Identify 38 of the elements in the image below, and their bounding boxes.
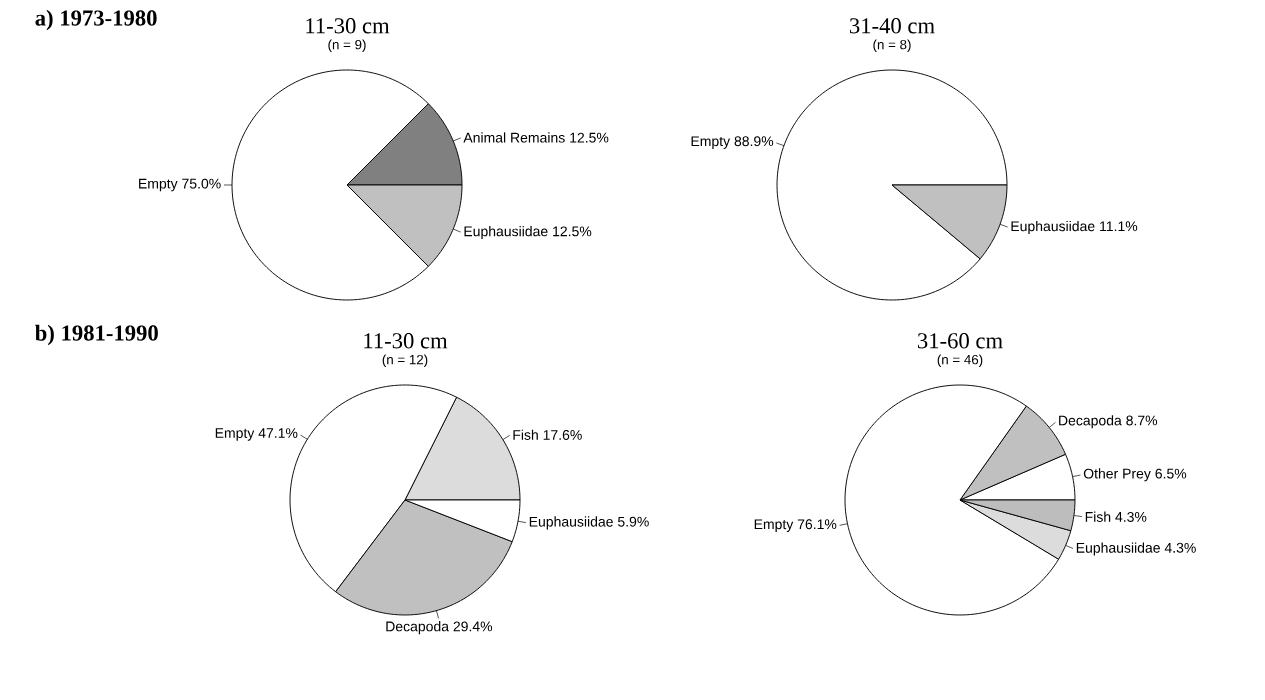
- chart-subtitle: (n = 12): [382, 354, 428, 367]
- slice-label: Euphausiidae: [464, 226, 548, 240]
- chart-subtitle: (n = 9): [328, 39, 366, 52]
- data-label: 11.1%: [1100, 221, 1138, 232]
- slice-label: Decapoda: [386, 621, 450, 635]
- chart-title: 31-60 cm: [917, 333, 1003, 349]
- data-label: 4.3%: [1164, 542, 1196, 553]
- data-label: 5.9%: [617, 516, 649, 527]
- data-label: 88.9%: [734, 136, 774, 147]
- slice-label: Empty: [691, 136, 731, 149]
- slice-label: Empty: [754, 519, 794, 532]
- data-label: 76.1%: [797, 519, 837, 530]
- data-label: 29.4%: [453, 621, 493, 632]
- data-label: 17.6%: [543, 430, 582, 440]
- text: a) 1973-1980: [35, 9, 157, 31]
- chart-title: 11-30 cm: [306, 18, 390, 34]
- slice-label: Euphausiidae: [529, 516, 613, 530]
- slice-label: Euphausiidae: [1076, 542, 1160, 556]
- text: b) 1981-1990: [35, 324, 158, 346]
- data-label: 12.5%: [570, 132, 609, 143]
- data-label: 12.5%: [553, 226, 592, 237]
- chart-subtitle: (n = 8): [873, 39, 911, 52]
- chart-title: 31-40 cm: [849, 18, 935, 34]
- data-label: 75.0%: [182, 178, 221, 189]
- slice-label: Empty: [139, 178, 178, 192]
- data-label: 6.5%: [1155, 468, 1187, 479]
- slice-label: Decapoda: [1059, 415, 1122, 429]
- slice-label: Euphausiidae: [1011, 220, 1095, 234]
- slice-label: Animal Remains: [463, 132, 565, 143]
- chart-title: 11-30 cm: [364, 333, 448, 349]
- slice-label: Fish: [1085, 511, 1111, 522]
- slice-label: Empty: [215, 428, 255, 441]
- chart-subtitle: (n = 46): [937, 354, 983, 367]
- slice-label: Fish: [513, 429, 538, 440]
- slice-label: Other Prey: [1083, 468, 1151, 482]
- data-label: 8.7%: [1126, 415, 1158, 426]
- data-label: 4.3%: [1115, 511, 1147, 522]
- data-label: 47.1%: [258, 428, 298, 438]
